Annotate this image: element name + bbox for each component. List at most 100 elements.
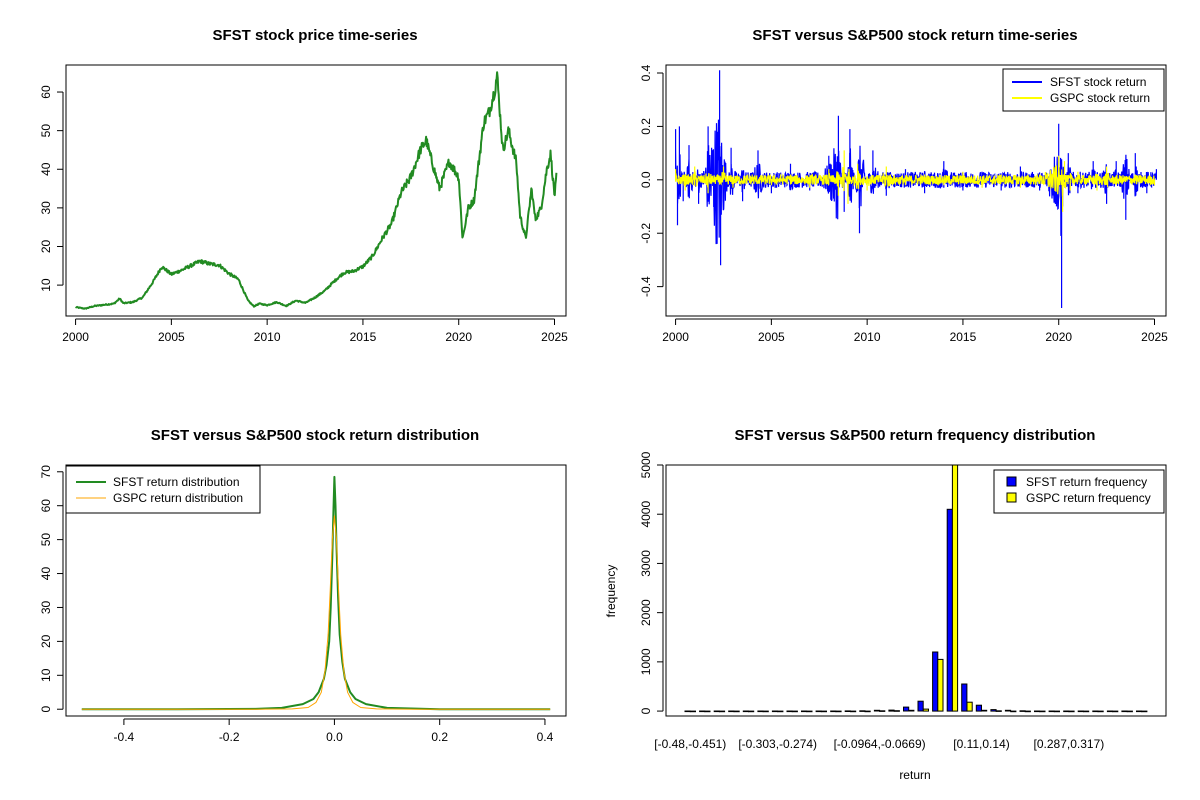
density-legend-box [65, 465, 261, 514]
sfst-frequency-bar [1048, 710, 1055, 713]
gspc-frequency-bar [1053, 710, 1061, 713]
gspc-frequency-bar [850, 710, 857, 713]
price-chart-x-axis: 2000 2005 2010 2015 2020 2025 [62, 318, 568, 344]
density-chart-y-tick-label: 20 [39, 634, 53, 648]
gspc-frequency-bar [922, 708, 929, 712]
returns-legend-label-gspc: GSPC stock return [1050, 91, 1150, 105]
gspc-frequency-bar [1068, 710, 1075, 713]
frequency-chart-bars [684, 464, 1148, 713]
price-chart-x-tick-label: 2025 [541, 330, 568, 344]
price-chart-y-tick-label: 30 [39, 201, 53, 215]
gspc-frequency-bar [981, 709, 988, 712]
frequency-chart-x-tick-label: [-0.0964,-0.0669) [834, 737, 926, 751]
returns-chart-series [675, 70, 1157, 308]
density-chart-x-tick-label: -0.4 [114, 730, 135, 744]
density-chart-y-tick-label: 50 [39, 533, 53, 547]
returns-chart-x-tick-label: 2010 [854, 330, 881, 344]
price-chart-panel: SFST stock price time-series 2000 2005 201… [39, 27, 568, 344]
gspc-frequency-bar [1141, 710, 1148, 713]
returns-chart-y-axis: -0.4 -0.2 0.0 0.2 0.4 [639, 64, 664, 297]
returns-chart-y-tick-label: -0.4 [639, 276, 653, 297]
sfst-frequency-bar [684, 710, 691, 713]
gspc-frequency-bar [704, 710, 711, 713]
sfst-frequency-bar [771, 710, 779, 713]
price-chart-x-tick-label: 2015 [350, 330, 377, 344]
gspc-frequency-bar [820, 710, 827, 713]
sfst-frequency-bar [1136, 710, 1143, 713]
sfst-frequency-bar [1004, 709, 1012, 712]
gspc-frequency-bar [1126, 710, 1133, 713]
gspc-frequency-bar [1010, 710, 1017, 713]
returns-chart-x-axis: 2000 2005 2010 2015 2020 2025 [662, 318, 1168, 344]
density-chart-series [81, 475, 551, 711]
gspc-frequency-bar [951, 464, 959, 712]
density-chart-y-tick-label: 40 [39, 567, 53, 581]
returns-chart-title: SFST versus S&P500 stock return time-ser… [752, 27, 1077, 44]
frequency-chart-panel: SFST versus S&P500 return frequency dist… [604, 427, 1167, 782]
price-chart-x-tick-label: 2020 [445, 330, 472, 344]
sfst-frequency-bar [1063, 710, 1070, 713]
returns-chart-y-tick-label: 0.4 [639, 64, 653, 81]
gspc-frequency-bar [995, 710, 1002, 712]
frequency-chart-legend: SFST return frequency GSPC return freque… [993, 469, 1165, 514]
gspc-frequency-bar [1083, 710, 1090, 713]
gspc-frequency-bar [879, 710, 886, 712]
gspc-density-line [81, 515, 551, 710]
sfst-frequency-bar [713, 710, 720, 713]
gspc-frequency-bar [718, 710, 726, 713]
density-chart-y-tick-label: 10 [39, 668, 53, 682]
gspc-frequency-bar [806, 710, 813, 713]
gspc-frequency-bar [1112, 710, 1119, 713]
sfst-frequency-bar [1121, 710, 1128, 713]
density-chart-y-tick-label: 30 [39, 600, 53, 614]
sfst-frequency-bar [1106, 710, 1114, 713]
sfst-frequency-bar [1019, 710, 1026, 712]
gspc-return-series-line [675, 150, 1156, 212]
gspc-frequency-bar [791, 710, 798, 713]
sfst-frequency-bar [830, 710, 837, 713]
returns-chart-x-tick-label: 2015 [950, 330, 977, 344]
gspc-frequency-bar [762, 710, 769, 713]
density-chart-panel: SFST versus S&P500 stock return distribu… [39, 427, 567, 744]
sfst-frequency-bar [1092, 710, 1099, 713]
price-chart-y-tick-label: 20 [39, 239, 53, 253]
returns-legend-label-sfst: SFST stock return [1050, 75, 1146, 89]
frequency-chart-y-tick-label: 3000 [639, 550, 653, 577]
sfst-frequency-bar [728, 710, 735, 713]
returns-chart-y-tick-label: 0.0 [639, 171, 653, 188]
gspc-frequency-bar [1039, 710, 1046, 713]
frequency-chart-y-tick-label: 0 [639, 707, 653, 714]
sfst-frequency-bar [815, 710, 822, 713]
sfst-frequency-bar [786, 710, 793, 713]
frequency-chart-x-tick-label: [-0.48,-0.451) [654, 737, 726, 751]
returns-chart-plot-box [665, 64, 1167, 317]
sfst-frequency-bar [888, 709, 895, 712]
frequency-chart-title: SFST versus S&P500 return frequency dist… [735, 427, 1096, 444]
sfst-frequency-bar [873, 709, 881, 712]
density-chart-x-tick-label: -0.2 [219, 730, 240, 744]
density-legend-label-gspc: GSPC return distribution [113, 491, 243, 505]
frequency-chart-plot-box [665, 464, 1167, 717]
price-chart-y-axis: 10 20 30 40 50 60 [39, 85, 64, 292]
frequency-chart-y-axis: 0 1000 2000 3000 4000 5000 [639, 451, 664, 714]
frequency-chart-y-tick-label: 4000 [639, 501, 653, 528]
density-chart-plot-box [65, 464, 567, 717]
frequency-legend-box [993, 469, 1165, 514]
gspc-frequency-bar [908, 709, 915, 712]
sfst-frequency-bar [975, 704, 982, 712]
gspc-frequency-bar [937, 658, 944, 712]
gspc-frequency-bar [748, 710, 755, 713]
frequency-legend-swatch-gspc [1006, 492, 1017, 503]
density-chart-y-tick-label: 70 [39, 465, 53, 479]
gspc-frequency-bar [689, 710, 696, 713]
density-chart-y-axis: 0 10 20 30 40 50 60 70 [39, 465, 64, 713]
price-chart-title: SFST stock price time-series [212, 27, 417, 44]
sfst-frequency-bar [946, 508, 953, 712]
frequency-chart-y-tick-label: 5000 [639, 451, 653, 478]
frequency-chart-x-tick-label: [-0.303,-0.274) [738, 737, 817, 751]
density-legend-label-sfst: SFST return distribution [113, 475, 240, 489]
frequency-chart-y-tick-label: 1000 [639, 648, 653, 675]
density-chart-title: SFST versus S&P500 stock return distribu… [151, 427, 479, 444]
frequency-legend-label-gspc: GSPC return frequency [1026, 491, 1151, 505]
